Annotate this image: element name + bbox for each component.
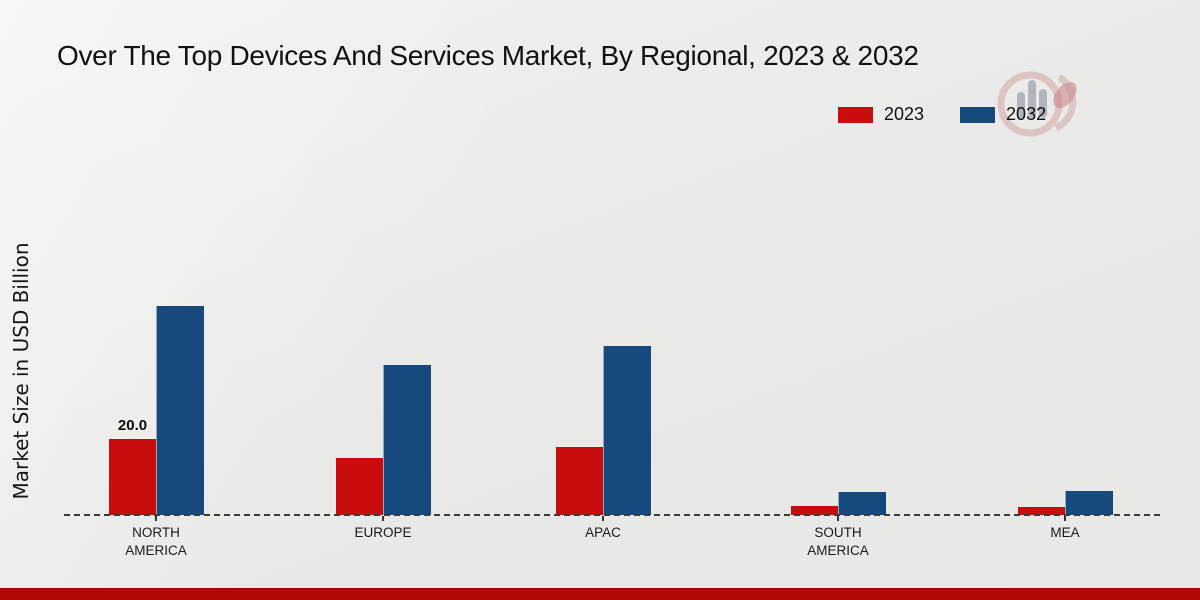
- x-axis-baseline: [64, 514, 1160, 516]
- bar-2023-mea: [1018, 507, 1065, 515]
- x-tick-europe: [382, 516, 384, 521]
- category-label-apac: APAC: [585, 525, 621, 540]
- y-axis-label: Market Size in USD Billion: [9, 242, 33, 500]
- bar-2023-apac: [556, 446, 603, 515]
- x-tick-north-america: [155, 516, 157, 521]
- bar-2032-mea: [1065, 491, 1113, 515]
- category-label-north-america: NORTH AMERICA: [125, 525, 187, 558]
- category-label-mea: MEA: [1050, 525, 1080, 540]
- legend-item-2023: 2023: [838, 104, 924, 125]
- legend-swatch-2032: [960, 106, 996, 123]
- x-tick-apac: [602, 516, 604, 521]
- value-label-2023-north-america: 20.0: [117, 417, 148, 434]
- category-label-south-america: SOUTH AMERICA: [807, 525, 869, 558]
- brand-logo-watermark: [997, 71, 1077, 137]
- legend: 2023 2032: [838, 104, 1046, 125]
- legend-item-2032: 2032: [960, 104, 1046, 125]
- bar-2023-europe: [336, 458, 383, 515]
- x-tick-south-america: [837, 516, 839, 521]
- bar-2023-south-america: [791, 505, 838, 515]
- bar-2032-apac: [603, 345, 651, 515]
- legend-swatch-2023: [838, 106, 873, 123]
- bar-2032-south-america: [838, 492, 886, 515]
- category-label-europe: EUROPE: [354, 525, 412, 540]
- bar-2032-europe: [383, 364, 431, 515]
- footer-brand-band: [0, 588, 1200, 600]
- x-tick-mea: [1064, 516, 1066, 521]
- bar-2023-north-america: [109, 439, 156, 515]
- legend-label-2023: 2023: [884, 104, 925, 124]
- bar-2032-north-america: [156, 306, 204, 515]
- chart-title: Over The Top Devices And Services Market…: [57, 40, 919, 71]
- legend-label-2032: 2032: [1006, 104, 1047, 124]
